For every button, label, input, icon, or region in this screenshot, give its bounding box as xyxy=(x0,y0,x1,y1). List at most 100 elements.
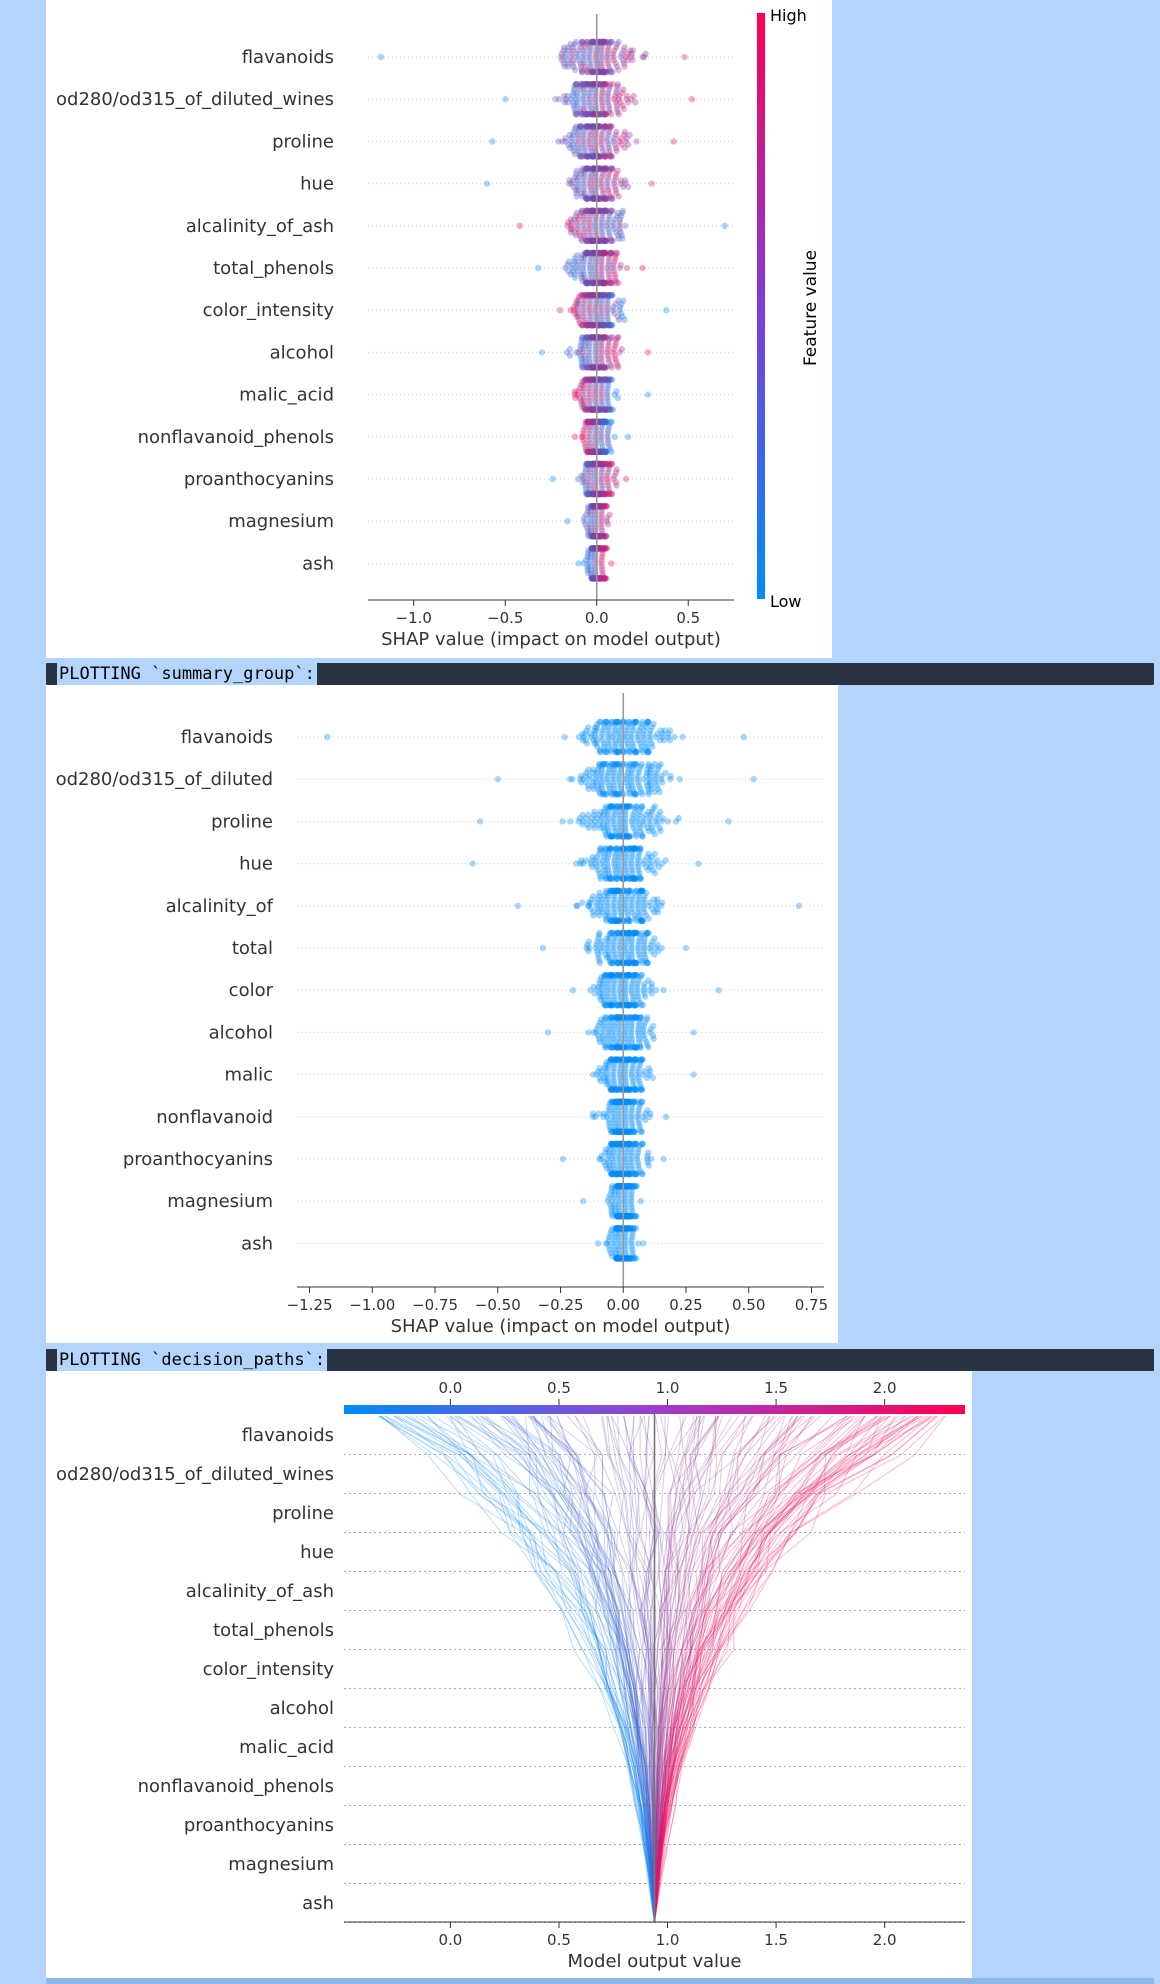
data-point xyxy=(589,533,596,540)
data-point xyxy=(580,733,587,741)
data-point xyxy=(600,503,607,510)
data-point xyxy=(586,385,593,392)
data-point xyxy=(590,418,597,425)
data-point xyxy=(574,141,582,148)
data-point xyxy=(626,131,633,139)
data-point xyxy=(599,213,606,220)
data-point xyxy=(578,41,585,48)
data-point xyxy=(588,68,595,76)
data-point xyxy=(579,38,587,46)
data-point xyxy=(573,81,580,88)
data-point xyxy=(640,1240,647,1247)
data-point xyxy=(593,737,600,744)
data-point xyxy=(602,448,609,455)
data-point xyxy=(670,138,677,145)
data-point xyxy=(584,165,591,172)
data-point xyxy=(601,364,608,371)
data-point xyxy=(582,237,590,244)
data-point xyxy=(590,279,598,287)
data-point xyxy=(584,292,591,299)
data-point xyxy=(662,857,669,864)
data-point xyxy=(590,503,598,510)
data-point xyxy=(600,334,608,341)
data-point xyxy=(644,349,652,356)
data-point xyxy=(588,376,595,383)
data-point xyxy=(582,334,589,341)
feature-label: alcalinity_of_ash xyxy=(186,216,334,237)
data-point xyxy=(608,249,616,257)
data-point xyxy=(583,207,591,214)
data-point xyxy=(580,388,587,395)
data-point xyxy=(599,322,606,329)
data-point xyxy=(599,99,606,106)
data-point xyxy=(606,153,613,160)
data-point xyxy=(589,575,597,582)
x-tick-label: 0.0 xyxy=(438,1931,462,1949)
data-point xyxy=(583,364,591,371)
data-point xyxy=(596,718,603,726)
feature-label: alcohol xyxy=(270,1698,334,1719)
data-point xyxy=(600,448,608,455)
data-point xyxy=(597,38,604,46)
data-point xyxy=(587,733,594,741)
data-point xyxy=(596,38,603,46)
data-point xyxy=(583,376,591,383)
data-point xyxy=(566,177,573,184)
data-point xyxy=(598,424,606,431)
data-point xyxy=(604,427,612,434)
data-point xyxy=(612,300,619,307)
data-point xyxy=(588,406,595,413)
data-point xyxy=(574,261,582,268)
data-point xyxy=(599,292,607,299)
data-point xyxy=(583,165,590,172)
data-point xyxy=(644,959,651,967)
data-point xyxy=(604,433,611,440)
data-point xyxy=(604,440,612,447)
data-point xyxy=(589,503,596,510)
data-point xyxy=(606,277,613,284)
data-point xyxy=(601,448,608,455)
data-point xyxy=(564,219,572,226)
data-point xyxy=(587,322,595,329)
data-point xyxy=(564,57,571,64)
data-point xyxy=(585,460,592,468)
data-point xyxy=(596,503,603,510)
data-point xyxy=(589,490,597,498)
data-point xyxy=(587,292,595,299)
data-point xyxy=(617,99,624,106)
data-point xyxy=(596,322,604,329)
data-point xyxy=(604,397,611,405)
data-point xyxy=(588,108,595,116)
data-point xyxy=(571,391,578,398)
data-point xyxy=(599,209,606,217)
data-point xyxy=(589,533,597,540)
data-point xyxy=(559,818,566,825)
feature-label: malic_acid xyxy=(239,385,334,406)
data-point xyxy=(574,135,582,142)
data-point xyxy=(596,490,603,498)
data-point xyxy=(588,364,595,371)
data-point xyxy=(602,406,609,413)
data-point xyxy=(601,279,609,287)
data-point xyxy=(585,279,592,287)
data-point xyxy=(582,249,589,257)
feature-label: color_intensity xyxy=(203,1659,335,1680)
data-point xyxy=(590,81,597,88)
data-point xyxy=(588,111,595,118)
data-point xyxy=(564,47,572,54)
data-point xyxy=(603,545,610,552)
data-point xyxy=(578,336,585,343)
data-point xyxy=(606,123,613,130)
data-point xyxy=(589,376,596,383)
data-point xyxy=(590,448,598,455)
data-point xyxy=(583,279,590,287)
data-point xyxy=(601,68,608,76)
data-point xyxy=(598,466,606,473)
data-point xyxy=(588,448,596,455)
data-point xyxy=(588,364,595,371)
data-point xyxy=(586,378,593,385)
data-point xyxy=(622,180,629,187)
data-point xyxy=(603,135,611,142)
data-point xyxy=(600,490,607,498)
x-tick-label: −0.50 xyxy=(475,1296,521,1314)
